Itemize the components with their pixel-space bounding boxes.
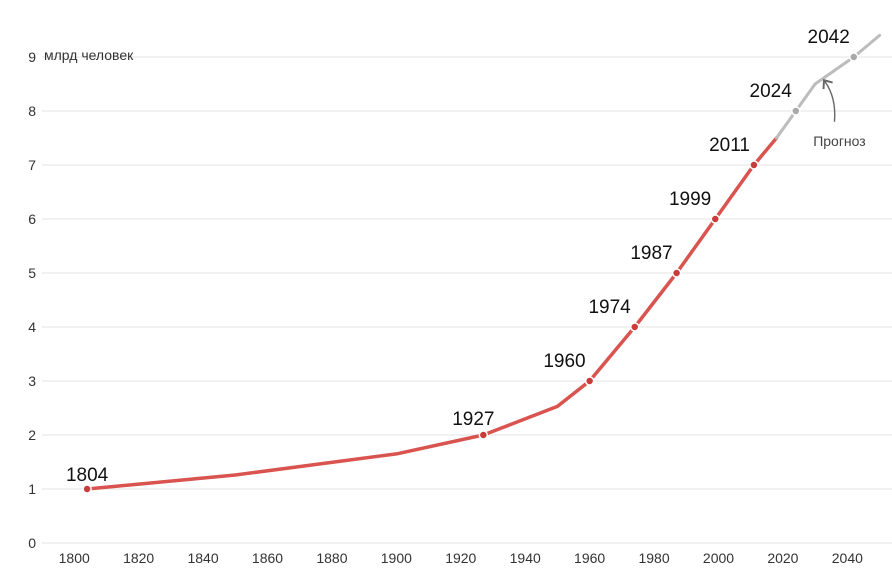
x-tick-label: 2040: [832, 550, 863, 566]
x-tick-label: 2000: [703, 550, 734, 566]
y-tick-label: 8: [28, 103, 36, 119]
y-axis-ticks: 0 1 2 3 4 5 6 7 8 9: [28, 49, 36, 551]
y-tick-label: 5: [28, 265, 36, 281]
milestone-label-1974: 1974: [588, 297, 631, 318]
forecast-arrow: [822, 78, 836, 122]
y-tick-label: 4: [28, 319, 36, 335]
milestone-point-2024: [791, 106, 801, 116]
forecast-annotation: Прогноз: [813, 133, 866, 149]
milestone-label-1804: 1804: [66, 465, 109, 486]
y-tick-label: 9: [28, 49, 36, 65]
x-tick-label: 1960: [574, 550, 605, 566]
milestone-point-2011: [749, 160, 759, 170]
x-tick-label: 1980: [638, 550, 669, 566]
annotation-layer: Прогноз: [813, 78, 866, 149]
milestone-label-2024: 2024: [750, 81, 793, 102]
milestone-labels: 1804 1927 1960 1974 1987 1999 2011 2024 2042: [66, 27, 850, 486]
x-tick-label: 1940: [510, 550, 541, 566]
x-tick-label: 2020: [767, 550, 798, 566]
y-tick-label: 6: [28, 211, 36, 227]
milestone-point-1960: [584, 376, 595, 386]
x-tick-label: 1900: [381, 550, 412, 566]
x-axis-ticks: 1800 1820 1840 1860 1880 1900 1920 1940 1960 1980…: [59, 550, 863, 566]
y-tick-label: 1: [28, 481, 36, 497]
milestone-label-1987: 1987: [630, 243, 672, 264]
milestone-label-2042: 2042: [808, 27, 850, 48]
x-tick-label: 1800: [59, 550, 90, 566]
milestone-label-1999: 1999: [669, 189, 711, 210]
milestone-point-1987: [671, 268, 682, 278]
grid-layer: [42, 56, 892, 544]
x-tick-label: 1920: [445, 550, 476, 566]
milestone-points: [82, 52, 859, 494]
x-tick-label: 1860: [252, 550, 283, 566]
milestone-label-1960: 1960: [543, 351, 585, 372]
milestone-label-1927: 1927: [452, 409, 494, 430]
milestone-point-2042: [849, 52, 859, 62]
x-tick-label: 1880: [316, 550, 347, 566]
x-tick-label: 1840: [187, 550, 218, 566]
x-tick-label: 1820: [123, 550, 154, 566]
y-tick-label: 7: [28, 157, 36, 173]
y-unit-label: млрд человек: [44, 47, 134, 63]
y-tick-label: 2: [28, 427, 36, 443]
milestone-point-1974: [629, 322, 640, 332]
milestone-label-2011: 2011: [709, 135, 750, 156]
forecast-population-line: [775, 33, 882, 140]
y-tick-label: 3: [28, 373, 36, 389]
y-tick-label: 0: [28, 535, 36, 551]
milestone-point-1804: [82, 484, 92, 494]
milestone-point-1927: [478, 430, 489, 440]
milestone-point-1999: [710, 214, 721, 224]
